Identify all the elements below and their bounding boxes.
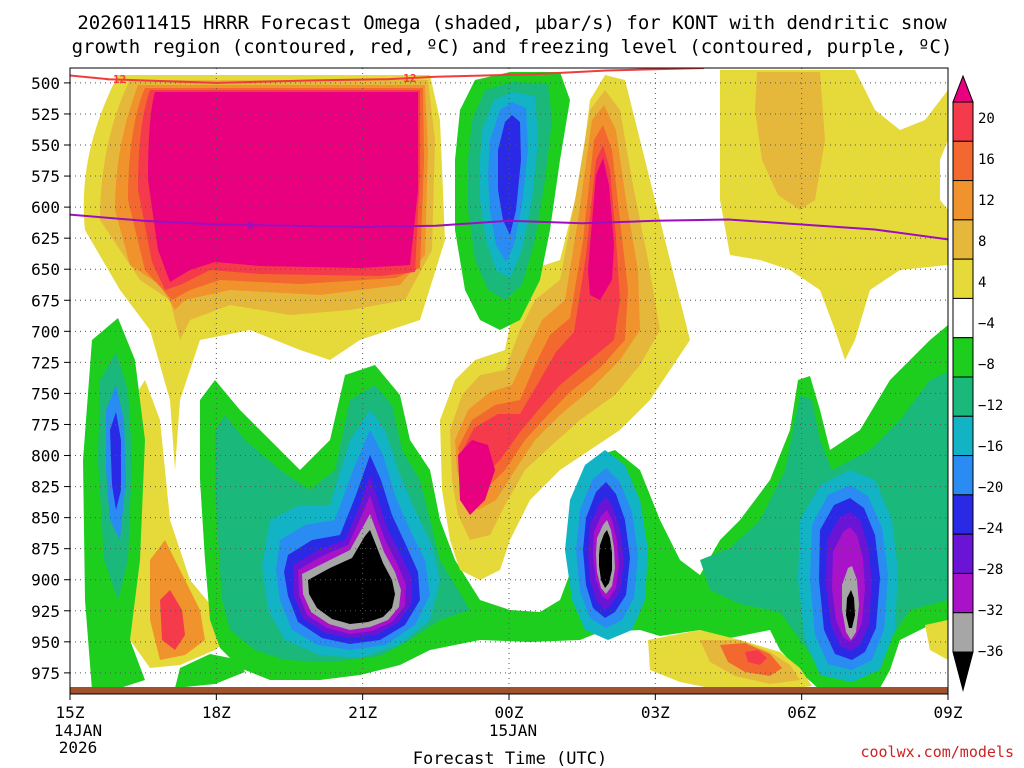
y-tick-label-15: 875 xyxy=(31,540,60,559)
colorbar-bin-9 xyxy=(952,415,974,457)
omega-region-upper-ascent-core xyxy=(148,92,418,282)
y-tick-label-6: 650 xyxy=(31,260,60,279)
colorbar-label-13: −36 xyxy=(978,644,1003,660)
colorbar-label-1: 16 xyxy=(978,152,995,168)
y-tick-label-10: 750 xyxy=(31,384,60,403)
colorbar-bin-14 xyxy=(952,612,974,653)
y-tick-label-18: 950 xyxy=(31,633,60,652)
freezing-level-contour xyxy=(70,213,948,241)
omega-region-low-left-red xyxy=(160,590,185,650)
y-tick-label-1: 525 xyxy=(31,105,60,124)
x-tick-label-2: 21Z xyxy=(348,703,377,722)
y-tick-label-11: 775 xyxy=(31,415,60,434)
colorbar-label-4: 4 xyxy=(978,275,986,291)
dendritic-growth-contour xyxy=(70,68,705,84)
x-tick-label-1: 18Z xyxy=(202,703,231,722)
omega-region-left-descent-20 xyxy=(110,412,121,510)
y-tick-label-17: 925 xyxy=(31,602,60,621)
colorbar-bin-4 xyxy=(952,219,974,260)
y-tick-label-12: 800 xyxy=(31,447,60,466)
x-tick-label-3: 00Z xyxy=(495,703,524,722)
colorbar-bin-3 xyxy=(952,180,974,221)
colorbar-label-5: −4 xyxy=(978,316,995,332)
x-tick-label-5: 06Z xyxy=(787,703,816,722)
x-tick-date-0: 14JAN xyxy=(54,721,102,740)
plot-area: 0 −12 −12 xyxy=(70,68,948,694)
colorbar-label-0: 20 xyxy=(978,111,995,127)
colorbar-bin-12 xyxy=(952,533,974,574)
y-tick-label-14: 850 xyxy=(31,509,60,528)
y-tick-label-13: 825 xyxy=(31,478,60,497)
colorbar-bin-1 xyxy=(952,101,974,142)
omega-region-low-right-edge-yellow xyxy=(925,620,948,660)
y-tick-label-5: 625 xyxy=(31,229,60,248)
omega-region-02z-descent-core xyxy=(599,530,612,588)
colorbar-bin-6 xyxy=(952,297,974,339)
colorbar-bin-5 xyxy=(952,258,974,299)
colorbar-arrow-top xyxy=(952,74,974,103)
colorbar: 20 16 12 8 4 −4 −8 −12 −16 −20 −24 −28 −32 −36 xyxy=(952,74,1003,692)
omega-region-low-right-20 xyxy=(745,650,767,665)
y-tick-label-16: 900 xyxy=(31,571,60,590)
omega-region-mid-ascent-core-east xyxy=(588,158,614,300)
omega-region-descent-core-21z xyxy=(308,530,395,624)
y-tick-label-8: 700 xyxy=(31,322,60,341)
dendritic-label-west: −12 xyxy=(106,73,126,86)
colorbar-arrow-bottom xyxy=(952,651,974,692)
y-tick-label-2: 550 xyxy=(31,136,60,155)
colorbar-bin-8 xyxy=(952,376,974,417)
colorbar-label-11: −28 xyxy=(978,562,1003,578)
freezing-level-label: 0 xyxy=(247,220,254,233)
omega-region-small-descent xyxy=(175,654,245,688)
colorbar-label-3: 8 xyxy=(978,234,986,250)
dendritic-label-east: −12 xyxy=(397,72,417,85)
x-axis-title: Forecast Time (UTC) xyxy=(413,749,607,768)
credit-text: coolwx.com/models xyxy=(860,743,1014,761)
chart-title-line1: 2026011415 HRRR Forecast Omega (shaded, … xyxy=(77,12,947,34)
y-tick-label-9: 725 xyxy=(31,353,60,372)
ground-strip xyxy=(70,687,948,694)
colorbar-label-9: −20 xyxy=(978,480,1003,496)
colorbar-label-6: −8 xyxy=(978,357,995,373)
x-tick-label-4: 03Z xyxy=(641,703,670,722)
omega-region-07z-descent-core xyxy=(846,590,855,628)
chart-title-line2: growth region (contoured, red, ºC) and f… xyxy=(72,36,953,58)
omega-region-upper-right-clear xyxy=(855,70,948,130)
x-tick-year-0: 2026 xyxy=(59,738,98,757)
colorbar-label-10: −24 xyxy=(978,521,1003,537)
colorbar-label-8: −16 xyxy=(978,439,1003,455)
omega-region-upper-right-8 xyxy=(755,72,825,210)
y-tick-label-7: 675 xyxy=(31,291,60,310)
y-tick-label-4: 600 xyxy=(31,198,60,217)
colorbar-bin-11 xyxy=(952,494,974,535)
y-axis: 500 525 550 575 600 625 650 675 700 725 750 775 800 8… xyxy=(31,74,70,683)
y-tick-label-0: 500 xyxy=(31,74,60,93)
colorbar-bin-13 xyxy=(952,572,974,614)
colorbar-label-12: −32 xyxy=(978,603,1003,619)
colorbar-label-2: 12 xyxy=(978,193,995,209)
x-tick-label-6: 09Z xyxy=(934,703,963,722)
omega-region-low-left-yellow xyxy=(120,380,235,668)
omega-region-right-edge-clear xyxy=(940,140,948,210)
contour-labels: 0 −12 −12 xyxy=(106,72,416,233)
x-tick-label-0: 15Z xyxy=(56,703,85,722)
omega-region-mid-ascent-core-west xyxy=(458,440,495,515)
x-tick-date-3: 15JAN xyxy=(489,721,537,740)
y-tick-label-3: 575 xyxy=(31,167,60,186)
colorbar-bin-10 xyxy=(952,455,974,496)
y-tick-label-19: 975 xyxy=(31,664,60,683)
colorbar-bin-2 xyxy=(952,140,974,182)
colorbar-bin-7 xyxy=(952,337,974,378)
colorbar-label-7: −12 xyxy=(978,398,1003,414)
